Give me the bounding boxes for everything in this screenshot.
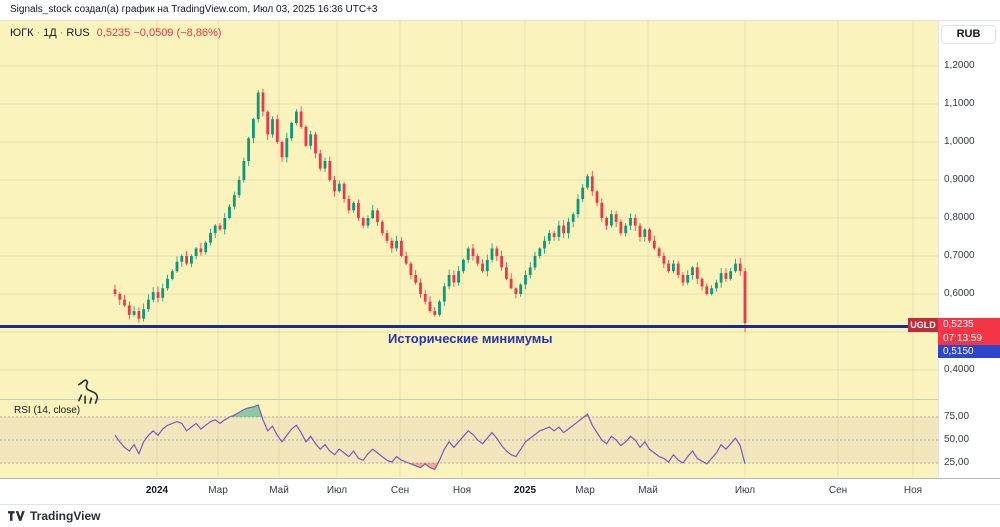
- rsi-scale-tick: 25,00: [944, 457, 970, 468]
- level-line-price-badge: 0,5150: [938, 345, 1000, 358]
- footer-bar: TradingView: [0, 504, 1000, 527]
- historic-low-level-line[interactable]: [0, 325, 938, 328]
- price-scale-tick: 0,6000: [944, 288, 975, 299]
- time-axis-label: Мар: [208, 485, 228, 496]
- price-scale-area[interactable]: [938, 21, 1000, 478]
- price-scale-tick: 0,7000: [944, 250, 975, 261]
- last-price-badge: UGLD 0,5235: [908, 318, 1000, 332]
- last-price-value: 0,5235: [938, 318, 1000, 332]
- time-axis-label: 2024: [145, 485, 169, 496]
- legend-price: 0,5235: [96, 27, 131, 39]
- legend-interval: 1Д: [43, 27, 57, 39]
- tradingview-logo-text: TradingView: [30, 509, 101, 523]
- currency-button[interactable]: RUB: [941, 25, 996, 44]
- price-scale-tick: 1,2000: [944, 60, 975, 71]
- price-scale-tick: 1,0000: [944, 136, 975, 147]
- share-header: Signals_stock создал(а) график на Tradin…: [0, 0, 1000, 21]
- time-axis-label: 2025: [513, 485, 537, 496]
- legend-change-pct: (−8,86%): [176, 27, 222, 39]
- time-axis-label: Ноя: [903, 485, 923, 496]
- share-header-text: Signals_stock создал(а) график на Tradin…: [10, 4, 378, 15]
- historic-low-annotation[interactable]: Исторические минимумы: [388, 331, 553, 346]
- time-axis-label: Июл: [326, 485, 348, 496]
- rsi-chart-canvas[interactable]: [0, 400, 938, 477]
- price-scale-tick: 0,9000: [944, 174, 975, 185]
- time-axis-label: Сен: [828, 485, 848, 496]
- ticker-chip: UGLD: [908, 318, 938, 332]
- symbol-legend[interactable]: ЮГК · 1Д · RUS 0,5235 −0,0509 (−8,86%): [10, 27, 222, 39]
- pane-separator[interactable]: [0, 399, 938, 400]
- legend-exchange: RUS: [66, 27, 90, 39]
- legend-symbol[interactable]: ЮГК: [10, 27, 34, 39]
- time-axis-label: Июл: [734, 485, 756, 496]
- price-chart-canvas[interactable]: [0, 21, 938, 400]
- bar-countdown-badge[interactable]: 07:13:59: [938, 332, 1000, 345]
- dinosaur-doodle[interactable]: [74, 376, 106, 408]
- time-axis-label: Мар: [575, 485, 595, 496]
- time-axis-label: Ноя: [452, 485, 472, 496]
- legend-values: 0,5235 −0,0509 (−8,86%): [97, 27, 222, 39]
- rsi-scale-tick: 75,00: [944, 411, 970, 422]
- price-scale-tick: 1,1000: [944, 98, 975, 109]
- time-axis-label: Сен: [390, 485, 410, 496]
- tradingview-logo[interactable]: TradingView: [8, 509, 100, 523]
- rsi-scale-tick: 50,00: [944, 434, 970, 445]
- time-axis[interactable]: 2024 Мар Май Июл Сен Ноя 2025 Мар Май Июл Сен Ноя: [0, 478, 1000, 504]
- time-axis-label: Май: [638, 485, 658, 496]
- time-axis-label: Май: [269, 485, 289, 496]
- tradingview-logo-icon: [8, 511, 25, 521]
- price-scale-tick: 0,4000: [944, 364, 975, 375]
- legend-change: −0,0509: [133, 27, 174, 39]
- price-scale-tick: 0,8000: [944, 212, 975, 223]
- rsi-indicator-label[interactable]: RSI (14, close): [14, 405, 81, 416]
